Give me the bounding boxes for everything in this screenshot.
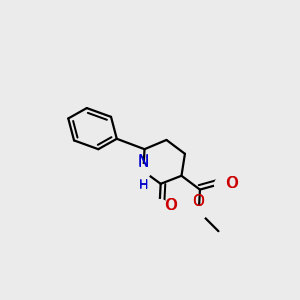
Text: H: H — [139, 178, 148, 191]
Text: O: O — [192, 194, 204, 209]
Text: O: O — [165, 198, 177, 213]
Text: O: O — [192, 194, 204, 209]
Text: O: O — [165, 198, 177, 213]
Text: N: N — [138, 154, 149, 169]
Text: N: N — [138, 155, 149, 170]
Text: O: O — [226, 176, 238, 191]
Text: H: H — [139, 178, 148, 191]
Text: O: O — [225, 176, 237, 191]
